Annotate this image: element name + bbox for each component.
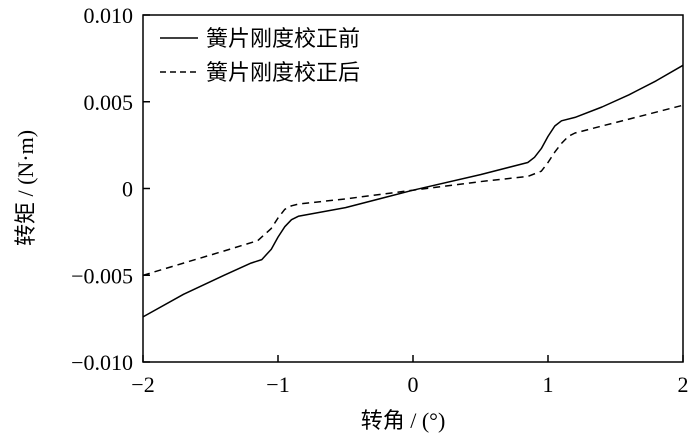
- x-tick-label: 0: [408, 372, 419, 397]
- y-tick-label: −0.005: [71, 263, 133, 288]
- series-layer: [142, 64, 684, 318]
- series-line-after-correction: [142, 104, 684, 277]
- y-tick-label: −0.010: [71, 350, 133, 375]
- y-axis-title: 转矩 / (N·m): [13, 130, 38, 246]
- legend: 簧片刚度校正前 簧片刚度校正后: [160, 26, 360, 85]
- legend-label-before: 簧片刚度校正前: [206, 26, 360, 51]
- series-line-before-correction: [142, 64, 684, 318]
- legend-label-after: 簧片刚度校正后: [206, 60, 360, 85]
- x-tick-label: −1: [266, 372, 289, 397]
- axis-ticks: −2 −1 0 1 2 −0.010 −0.005 0 0.005 0.010: [71, 3, 688, 397]
- y-tick-label: 0.005: [84, 90, 134, 115]
- x-axis-title: 转角 / (°): [361, 408, 446, 433]
- y-tick-label: 0: [122, 177, 133, 202]
- x-tick-label: −2: [131, 372, 154, 397]
- x-tick-label: 1: [543, 372, 554, 397]
- x-tick-label: 2: [678, 372, 689, 397]
- y-tick-label: 0.010: [84, 3, 134, 28]
